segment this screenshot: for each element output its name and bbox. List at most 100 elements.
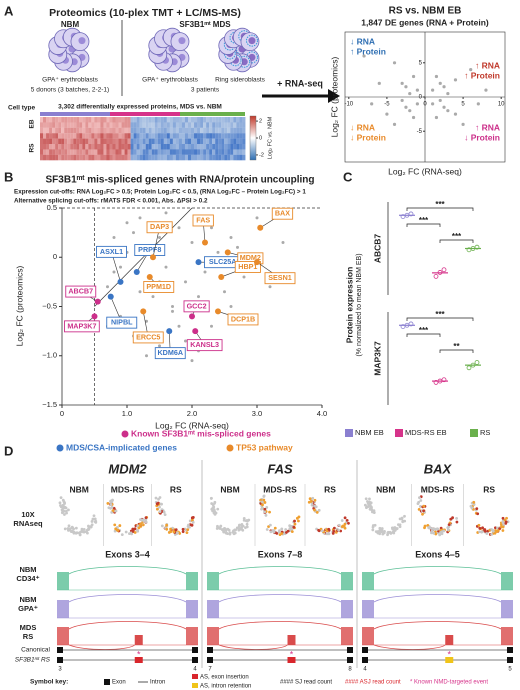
heatmap-cell	[49, 127, 53, 134]
heatmap-cell	[157, 154, 161, 161]
point	[177, 324, 181, 328]
cell-type-bar	[40, 112, 110, 116]
heatmap-cell	[91, 138, 95, 145]
point	[133, 269, 140, 276]
group-label: NBM	[376, 484, 395, 494]
heatmap-cell	[221, 149, 225, 155]
label-box	[271, 207, 294, 220]
heatmap-cell	[187, 138, 192, 145]
exon-number: 8	[348, 667, 352, 673]
umap-point	[269, 530, 273, 534]
heatmap-cell	[64, 122, 68, 128]
heatmap-cell	[221, 154, 225, 161]
y-axis-label: Protein expression	[344, 267, 354, 344]
heatmap-cell	[209, 133, 213, 139]
umap-point	[64, 506, 67, 510]
heatmap-cell	[221, 117, 225, 123]
point	[446, 109, 450, 113]
heatmap-cell	[197, 122, 201, 128]
heatmap-cell	[85, 127, 89, 134]
umap-point	[327, 532, 331, 536]
quadrant-label: ↑ RNA	[475, 122, 500, 132]
heatmap-cell	[112, 149, 116, 155]
umap-point	[172, 530, 176, 534]
umap-point	[314, 505, 318, 509]
heatmap-cell	[70, 117, 74, 123]
umap-point	[110, 500, 114, 504]
heatmap-cell	[106, 154, 110, 161]
point	[216, 250, 220, 254]
umap-point	[433, 527, 436, 531]
umap-point	[235, 526, 239, 530]
heatmap-cell	[100, 154, 104, 161]
heatmap-cell	[115, 117, 119, 123]
cutoff-text: Alternative splicing cut-offs: rMATS FDR…	[14, 198, 208, 205]
heatmap-cell	[227, 154, 231, 161]
heatmap-cell	[130, 149, 134, 155]
umap-point	[118, 524, 122, 527]
heatmap-cell	[218, 149, 222, 155]
point	[437, 378, 443, 384]
umap-point	[423, 524, 427, 528]
heatmap-cell	[61, 154, 65, 161]
heatmap-cell	[154, 127, 158, 134]
panel-letter: B	[4, 169, 13, 184]
heatmap-cell	[242, 127, 246, 134]
heatmap-cell	[103, 144, 107, 150]
umap-point	[478, 526, 482, 530]
umap-point	[275, 531, 279, 535]
heatmap-cell	[200, 122, 204, 128]
umap-point	[262, 495, 266, 498]
heatmap-cell	[100, 144, 104, 150]
umap-point	[501, 521, 505, 525]
heatmap-cell	[151, 117, 155, 123]
heatmap-cell	[97, 117, 101, 123]
heatmap-cell	[200, 154, 204, 161]
legend-label: MDS-RS EB	[405, 428, 447, 437]
heatmap-cell	[115, 127, 119, 134]
heatmap-cell	[139, 127, 143, 134]
umap-point	[157, 497, 160, 501]
heatmap-cell	[187, 117, 192, 123]
umap-point	[371, 510, 374, 514]
heatmap-cell	[43, 122, 47, 128]
scatter-title: RS vs. NBM EB	[389, 6, 462, 17]
heatmap-cell	[88, 133, 92, 139]
heatmap-cell	[187, 127, 192, 134]
label-box	[64, 320, 100, 333]
legend-marker	[395, 429, 403, 437]
heatmap-cell	[79, 149, 83, 155]
row-label: Canonical	[21, 647, 50, 654]
umap-point	[91, 517, 95, 521]
point	[229, 305, 233, 308]
umap-point	[109, 503, 113, 506]
umap-point	[144, 520, 148, 524]
point	[392, 122, 397, 126]
umap-point	[80, 527, 84, 531]
umap-point	[265, 506, 269, 509]
heatmap-cell	[163, 117, 167, 123]
heatmap-cell	[139, 122, 143, 128]
heatmap-cell	[91, 133, 95, 139]
exon	[507, 657, 513, 663]
sig-label: ***	[419, 326, 429, 335]
umap-point	[343, 522, 347, 526]
heatmap-cell	[221, 144, 225, 150]
heatmap-cell	[142, 149, 146, 155]
point	[461, 122, 465, 126]
heatmap-cell	[106, 117, 110, 123]
colorbar-tick-label: -2	[259, 152, 264, 158]
label-box	[143, 281, 175, 293]
umap-point	[244, 526, 247, 530]
heatmap-cell	[145, 122, 149, 128]
umap-point	[327, 527, 331, 531]
heatmap-cell	[172, 122, 176, 128]
heatmap-cell	[218, 127, 222, 134]
ring-icon	[245, 34, 258, 47]
x-tick-label: 0	[423, 102, 427, 108]
heatmap-cell	[52, 117, 56, 123]
heatmap-cell	[145, 138, 149, 145]
heatmap-cell	[82, 138, 86, 145]
heatmap-cell	[118, 138, 122, 145]
umap-point	[422, 504, 426, 508]
